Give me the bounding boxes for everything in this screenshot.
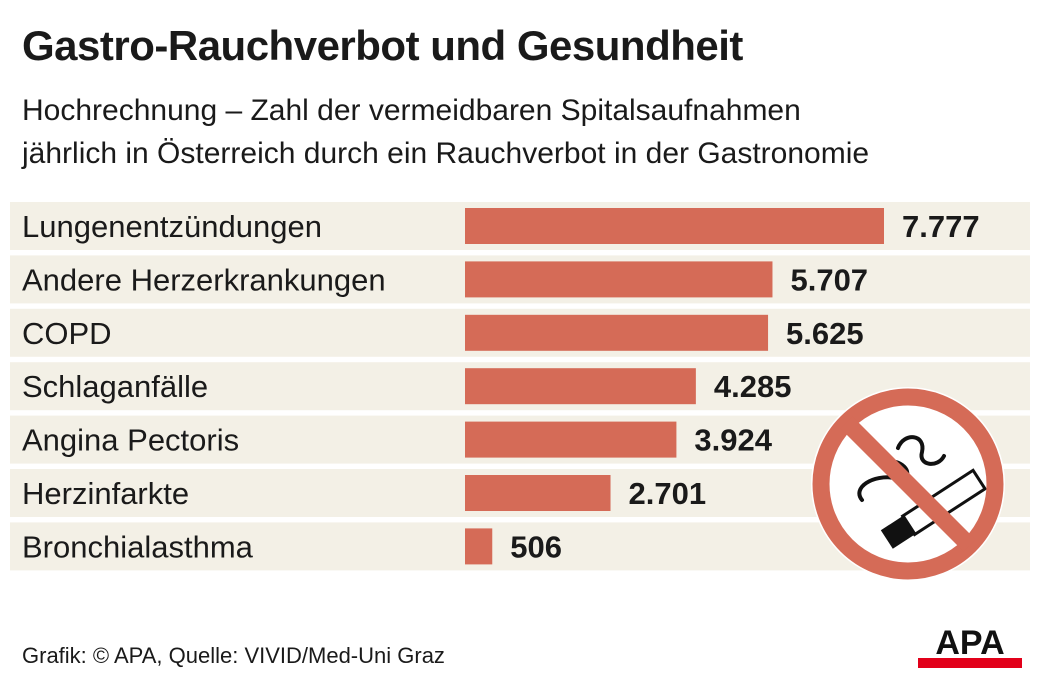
bar-chart: Lungenentzündungen 7.777 Andere Herzerkran… — [10, 202, 1030, 581]
smoke-curl — [896, 435, 946, 466]
category-label: Angina Pectoris — [22, 423, 239, 458]
category-label: COPD — [22, 316, 112, 351]
value-label: 7.777 — [902, 209, 980, 244]
no-smoking-icon — [811, 387, 1005, 581]
value-label: 5.625 — [786, 316, 864, 351]
category-label: Andere Herzerkrankungen — [22, 262, 386, 297]
value-label: 2.701 — [629, 476, 707, 511]
sign-ring — [812, 388, 1004, 580]
value-label: 3.924 — [694, 423, 772, 458]
value-label: 5.707 — [790, 262, 868, 297]
bar — [465, 368, 696, 405]
bar — [465, 208, 884, 244]
cigarette-tip — [880, 515, 917, 549]
category-label: Schlaganfälle — [22, 369, 208, 404]
chart-subtitle-line-1: Hochrechnung – Zahl der vermeidbaren Spi… — [22, 94, 801, 127]
apa-logo: APA — [918, 624, 1022, 668]
apa-logo-text: APA — [935, 624, 1004, 662]
bar — [465, 261, 773, 298]
category-label: Herzinfarkte — [22, 476, 189, 511]
category-label: Bronchialasthma — [22, 529, 254, 564]
source-note: Grafik: © APA, Quelle: VIVID/Med-Uni Gra… — [22, 643, 445, 668]
category-label: Lungenentzündungen — [22, 209, 322, 244]
chart-title: Gastro-Rauchverbot und Gesundheit — [22, 22, 743, 69]
sign-slash — [840, 416, 976, 552]
value-label: 4.285 — [714, 369, 792, 404]
apa-logo-red-band — [918, 658, 1022, 668]
chart-subtitle-line-2: jährlich in Österreich durch ein Rauchve… — [22, 137, 870, 170]
bar — [465, 528, 493, 565]
bar — [465, 421, 677, 458]
value-label: 506 — [510, 529, 562, 564]
cigarette-icon — [880, 468, 988, 549]
bar — [465, 475, 611, 511]
bar — [465, 314, 769, 351]
